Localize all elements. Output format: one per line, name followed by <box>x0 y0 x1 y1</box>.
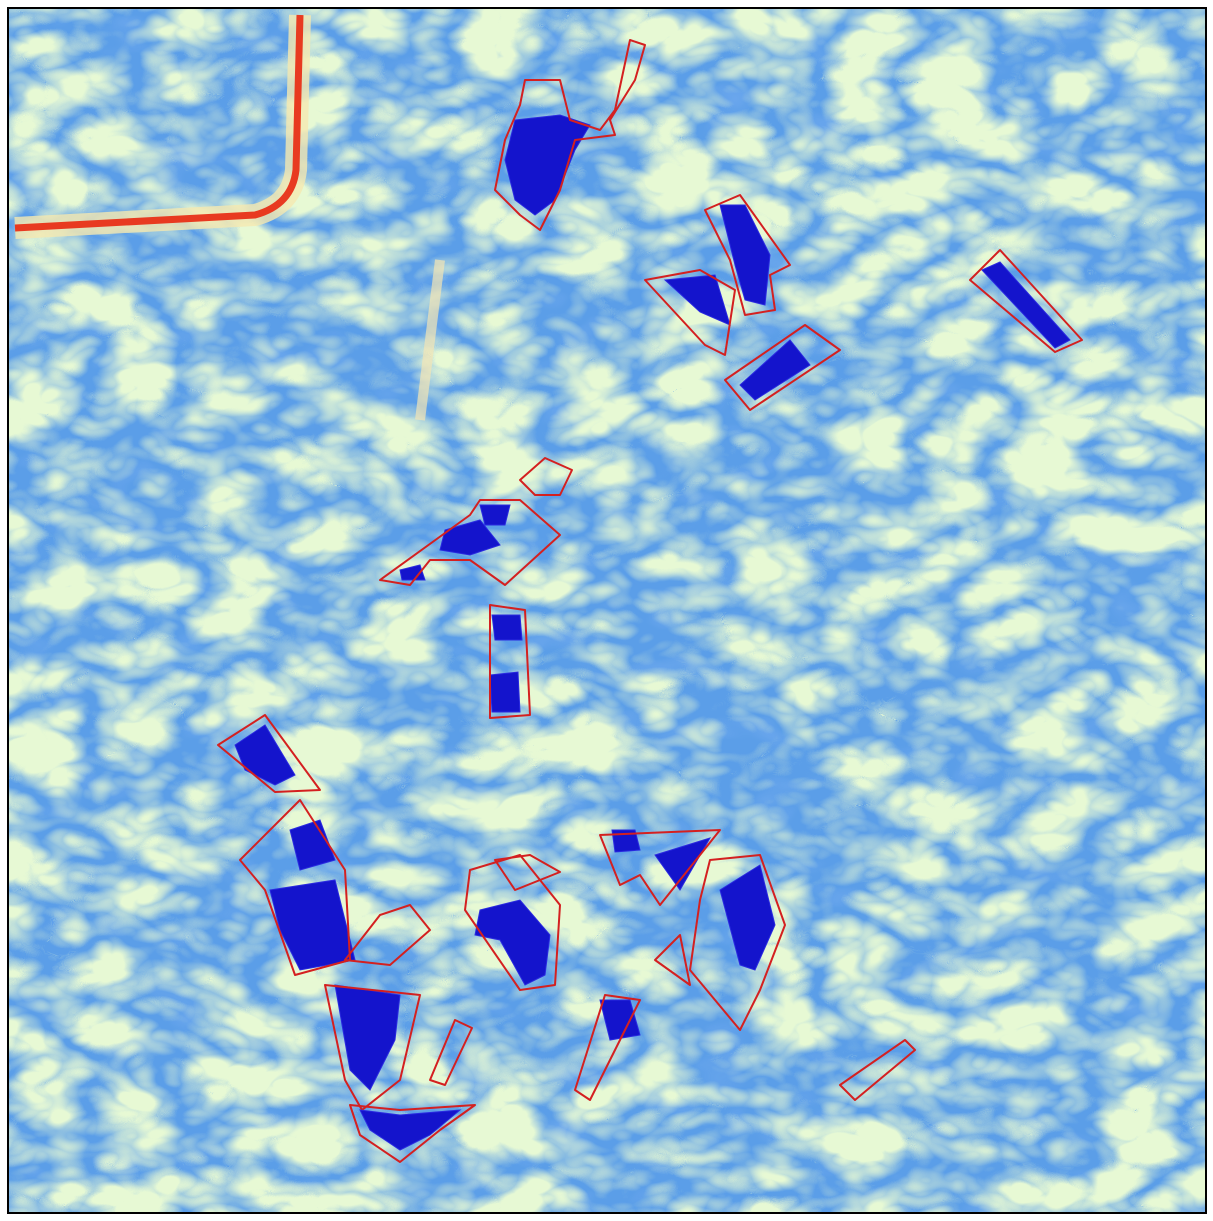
detection <box>490 672 520 712</box>
map <box>0 0 1213 1221</box>
detection <box>480 505 510 525</box>
terrain-ridges <box>8 8 1206 1213</box>
detection <box>492 615 522 640</box>
page <box>0 0 1213 1221</box>
